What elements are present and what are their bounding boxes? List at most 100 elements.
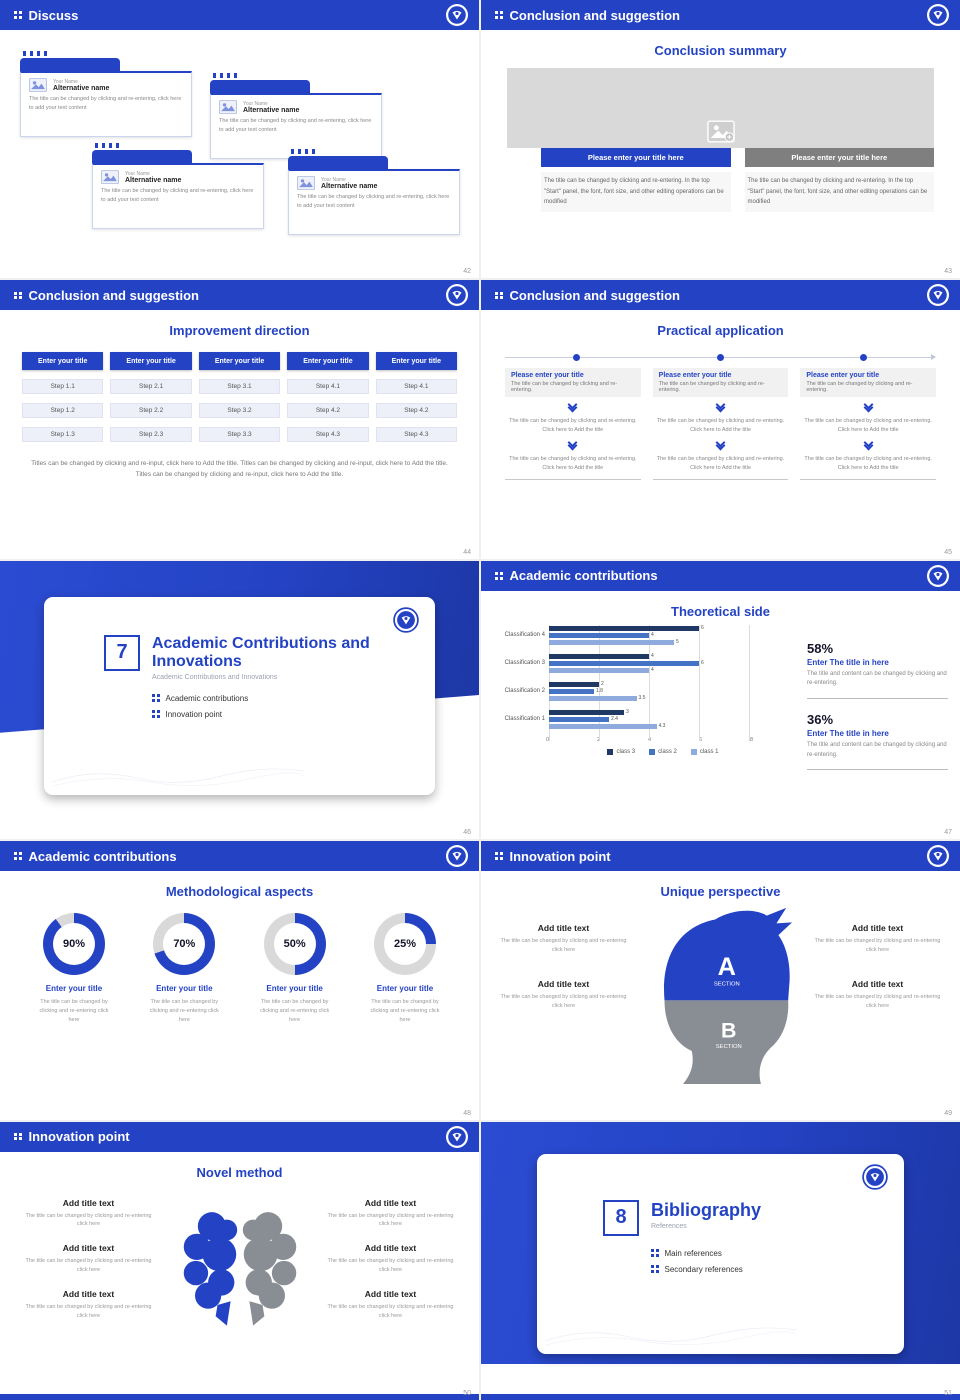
step-cell[interactable]: Step 2.2 <box>110 403 192 419</box>
text-placeholder-block[interactable]: Add title text The title can be changed … <box>815 979 941 1011</box>
step-cell[interactable]: Step 3.2 <box>198 403 281 419</box>
stat-description: The title and content can be changed by … <box>807 670 947 687</box>
step-cell[interactable]: Step 4.2 <box>375 403 458 419</box>
step-column: Enter your title Step 4.1 Step 4.2 Step … <box>375 352 458 443</box>
agenda-item-label: Secondary references <box>664 1264 743 1274</box>
category-label: Classification 1 <box>504 716 545 723</box>
card-name-label: Your Name <box>125 170 150 177</box>
card-alt-name: Alternative name <box>53 84 110 92</box>
page-number: 49 <box>944 1109 952 1117</box>
column-header[interactable]: Please enter your title The title can be… <box>652 368 789 398</box>
slide-44-improvement-direction: Conclusion and suggestion Improvement di… <box>0 280 479 559</box>
image-placeholder-icon <box>101 170 119 184</box>
donut-chart: 70% <box>153 913 216 976</box>
section-card: 8 Bibliography References Main reference… <box>537 1153 904 1354</box>
folder-tab <box>20 58 120 71</box>
slide-header: Innovation point <box>481 841 960 872</box>
grid-dots-icon <box>14 11 22 19</box>
text-placeholder-block[interactable]: Add title text The title can be changed … <box>325 1289 457 1321</box>
school-logo-icon <box>393 607 419 633</box>
agenda-item-label: Academic contributions <box>165 693 249 703</box>
legend-item: class 3 <box>607 748 635 755</box>
agenda-item[interactable]: Secondary references <box>651 1265 884 1274</box>
bar-class-1 <box>549 667 649 673</box>
text-placeholder-block[interactable]: Add title text The title can be changed … <box>501 923 627 955</box>
slide-43-conclusion-summary: Conclusion and suggestion Conclusion sum… <box>481 0 960 279</box>
slide-title: Practical application <box>657 323 784 339</box>
placeholder-title: Add title text <box>62 1288 115 1299</box>
text-placeholder-block[interactable]: Add title text The title can be changed … <box>325 1243 457 1275</box>
text-placeholder-block[interactable]: Add title text The title can be changed … <box>501 979 627 1011</box>
page-number: 47 <box>944 829 952 837</box>
section-b-shape <box>664 1000 788 1085</box>
slide-title: Theoretical side <box>671 603 770 619</box>
column-title-button[interactable]: Enter your title <box>375 352 458 371</box>
section-a-shape <box>663 908 792 1001</box>
column-title-button[interactable]: Enter your title <box>198 352 281 371</box>
info-card[interactable]: Your Name Alternative name The title can… <box>20 51 192 137</box>
info-card[interactable]: Your Name Alternative name The title can… <box>92 143 264 229</box>
double-chevron-down-icon <box>862 437 874 453</box>
grid-dots-icon <box>651 1265 659 1273</box>
donut-item: 90% Enter your title The title can be ch… <box>24 913 124 1025</box>
info-card[interactable]: Your Name Alternative name The title can… <box>288 149 460 235</box>
info-card[interactable]: Your Name Alternative name The title can… <box>210 73 382 159</box>
step-cell[interactable]: Step 4.1 <box>287 379 369 395</box>
slide-header-title: Academic contributions <box>28 848 177 864</box>
title-button-blue[interactable]: Please enter your title here <box>541 148 731 167</box>
text-placeholder-block[interactable]: Add title text The title can be changed … <box>23 1289 155 1321</box>
step-cell[interactable]: Step 1.2 <box>22 403 104 419</box>
step-cell[interactable]: Step 4.2 <box>287 403 369 419</box>
school-logo-icon <box>927 564 949 587</box>
step-cell[interactable]: Step 3.1 <box>198 379 281 395</box>
column-title-button[interactable]: Enter your title <box>110 352 192 371</box>
title-button-gray[interactable]: Please enter your title here <box>744 148 934 167</box>
column-header[interactable]: Please enter your title The title can be… <box>800 368 937 398</box>
grip-dots-icon <box>213 73 237 78</box>
practical-column: Please enter your title The title can be… <box>800 368 937 480</box>
placeholder-title: Add title text <box>62 1197 115 1208</box>
bar-class-3 <box>549 681 599 687</box>
image-placeholder-icon <box>219 100 237 114</box>
step-cell[interactable]: Step 4.1 <box>375 379 458 395</box>
text-placeholder-block[interactable]: Add title text The title can be changed … <box>23 1198 155 1230</box>
agenda-item[interactable]: Innovation point <box>152 710 415 719</box>
agenda-item[interactable]: Main references <box>651 1249 884 1258</box>
grid-dots-icon <box>14 852 22 860</box>
step-cell[interactable]: Step 2.3 <box>110 427 192 443</box>
grid-dots-icon <box>495 11 503 19</box>
step-cell[interactable]: Step 3.3 <box>198 427 281 443</box>
stat-title: Enter The title in here <box>807 728 889 738</box>
double-chevron-down-icon <box>567 437 579 453</box>
step-columns: Enter your title Step 1.1 Step 1.2 Step … <box>22 352 458 443</box>
page-number: 50 <box>463 1389 471 1397</box>
left-text-column: Add title text The title can be changed … <box>23 1184 155 1349</box>
image-placeholder[interactable] <box>507 68 934 148</box>
school-logo-icon <box>446 1125 468 1148</box>
text-placeholder-block[interactable]: Add title text The title can be changed … <box>815 923 941 955</box>
bar-value-label: 1.8 <box>596 688 603 695</box>
double-chevron-down-icon <box>715 437 727 453</box>
step-cell[interactable]: Step 2.1 <box>110 379 192 395</box>
grid-dots-icon <box>152 694 160 702</box>
step-cell[interactable]: Step 4.3 <box>287 427 369 443</box>
slide-47-theoretical-side: Academic contributions Theoretical side … <box>481 560 960 840</box>
column-header[interactable]: Please enter your title The title can be… <box>505 368 641 398</box>
step-cell[interactable]: Step 4.3 <box>375 427 458 443</box>
bar-class-2 <box>549 660 699 666</box>
text-placeholder-block[interactable]: Add title text The title can be changed … <box>325 1198 457 1230</box>
section-number: 7 <box>104 634 140 671</box>
body-text-left: The title can be changed by clicking and… <box>541 172 731 212</box>
step-cell[interactable]: Step 1.3 <box>22 427 104 443</box>
slide-title: Conclusion summary <box>654 43 787 58</box>
footer-note: Titles can be changed by clicking and re… <box>31 460 448 479</box>
column-title-button[interactable]: Enter your title <box>22 352 104 371</box>
placeholder-description: The title can be changed by clicking and… <box>25 1212 152 1228</box>
text-placeholder-block[interactable]: Add title text The title can be changed … <box>23 1243 155 1275</box>
agenda-item[interactable]: Academic contributions <box>152 694 415 703</box>
column-text: The title can be changed by clicking and… <box>509 418 637 434</box>
stat-panel: 58% Enter The title in here The title an… <box>793 625 948 783</box>
step-cell[interactable]: Step 1.1 <box>22 379 104 395</box>
slide-header: Conclusion and suggestion <box>481 280 960 311</box>
column-title-button[interactable]: Enter your title <box>287 352 369 371</box>
